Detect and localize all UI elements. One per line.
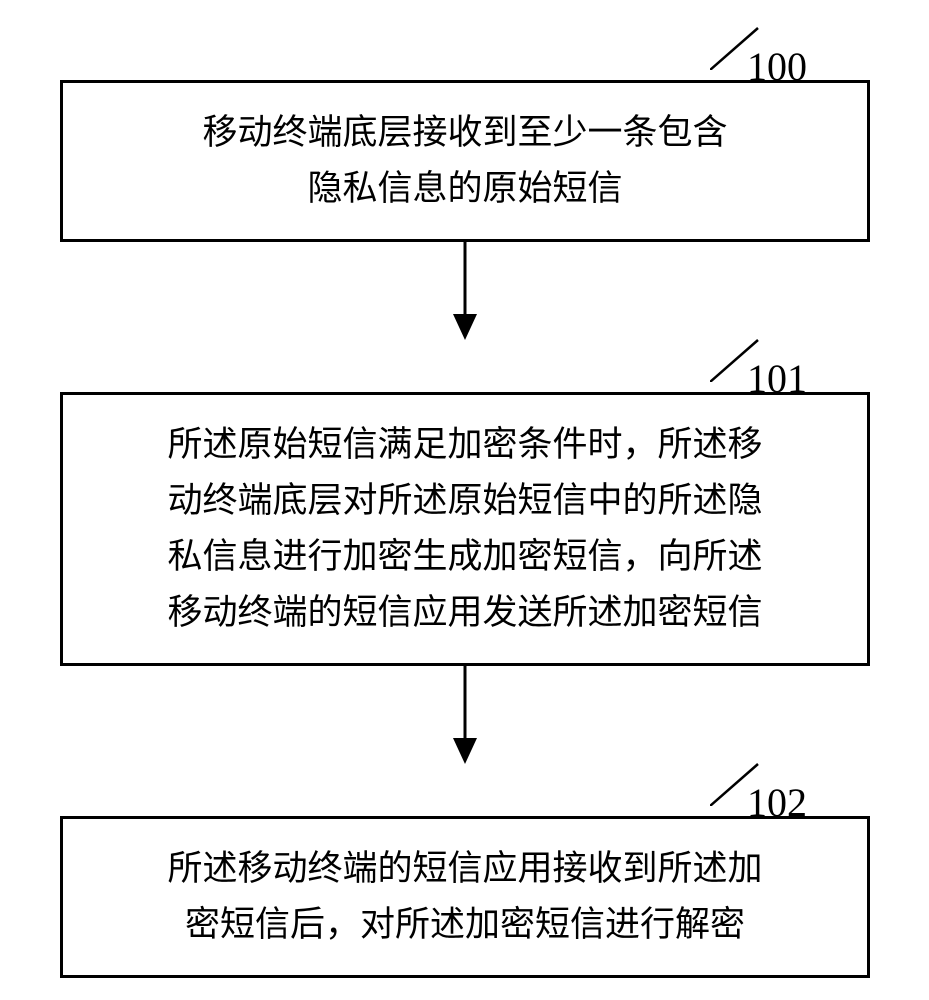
node-label-102: 102 [747, 771, 807, 835]
arrow-0 [60, 242, 870, 342]
arrow-down-icon [445, 666, 485, 766]
node-text-100: 移动终端底层接收到至少一条包含 隐私信息的原始短信 [202, 113, 727, 208]
node-text-101: 所述原始短信满足加密条件时，所述移 动终端底层对所述原始短信中的所述隐 私信息进… [167, 425, 762, 632]
node-label-101: 101 [747, 347, 807, 411]
arrow-1 [60, 666, 870, 766]
flowchart-container: 100 移动终端底层接收到至少一条包含 隐私信息的原始短信 101 所述原始短信… [60, 30, 870, 978]
flow-node-101: 101 所述原始短信满足加密条件时，所述移 动终端底层对所述原始短信中的所述隐 … [60, 392, 870, 666]
arrow-down-icon [445, 242, 485, 342]
flow-node-102: 102 所述移动终端的短信应用接收到所述加 密短信后，对所述加密短信进行解密 [60, 816, 870, 978]
flow-node-100: 100 移动终端底层接收到至少一条包含 隐私信息的原始短信 [60, 80, 870, 242]
node-text-102: 所述移动终端的短信应用接收到所述加 密短信后，对所述加密短信进行解密 [167, 849, 762, 944]
node-label-100: 100 [747, 35, 807, 99]
